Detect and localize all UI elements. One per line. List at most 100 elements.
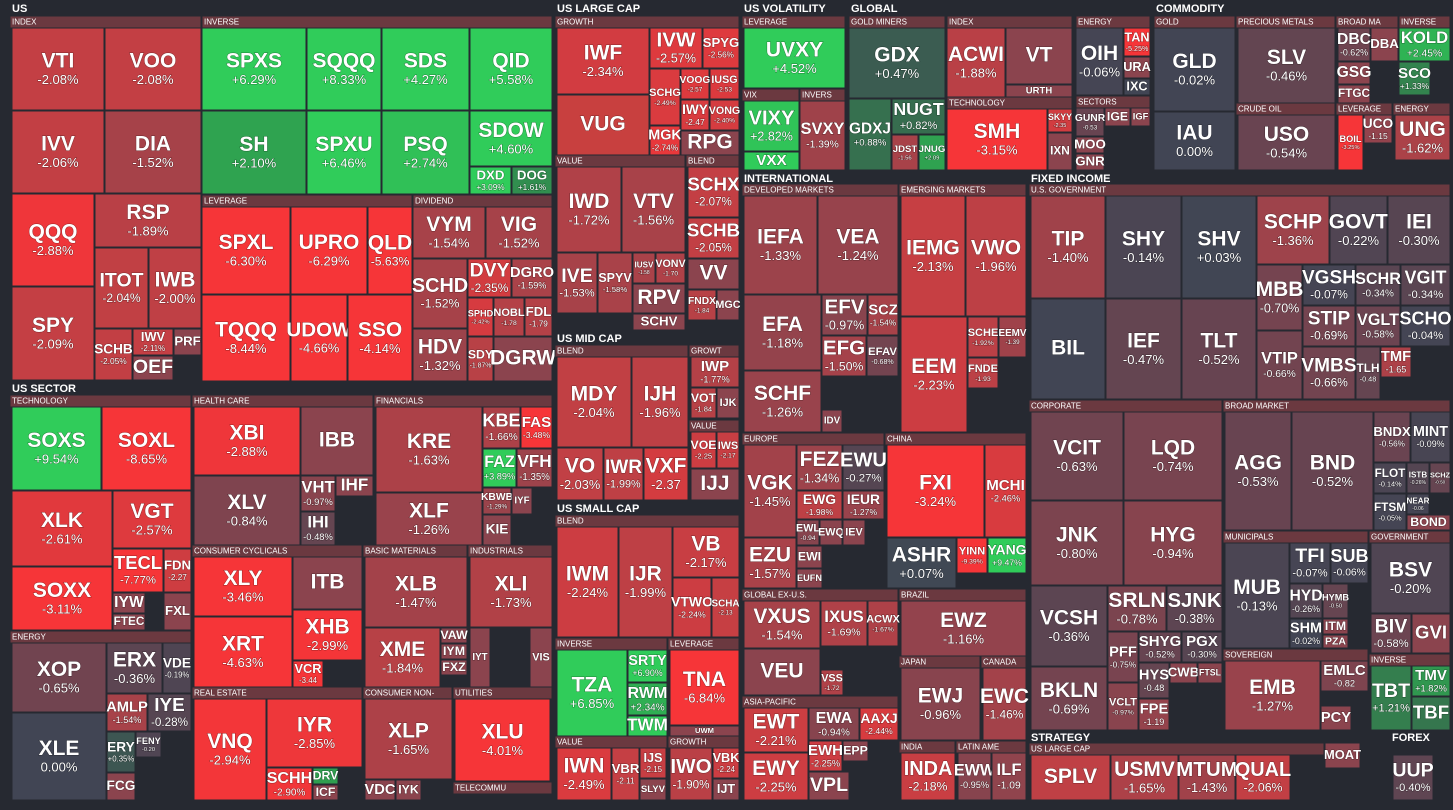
tile: XLP-1.65% <box>364 698 453 780</box>
change-label: -1.34% <box>800 471 840 485</box>
tile: VTIP-0.66% <box>1256 330 1303 400</box>
tile: SCHH-2.90% <box>266 767 313 801</box>
ticker-label: ITB <box>311 571 345 594</box>
ticker-label: IEF <box>1127 329 1160 352</box>
group-header: CRUDE OIL <box>1238 105 1282 114</box>
ticker-label: XLI <box>495 572 528 595</box>
change-label: -0.48 <box>1144 683 1165 693</box>
change-label: -1.56 <box>898 155 912 161</box>
tile-box <box>711 577 740 638</box>
tile: FAS-3.48% <box>520 406 553 449</box>
tile: ERX-0.36% <box>106 642 163 694</box>
group-header: LEVERAGE <box>670 640 713 649</box>
group-header-bar <box>898 588 1027 602</box>
change-label: +4.60% <box>489 141 534 156</box>
tile: SCZ-1.54% <box>867 294 899 336</box>
tile-box <box>556 447 604 501</box>
change-label: -8.65% <box>126 451 168 466</box>
tile: VSS-1.72 <box>820 669 844 696</box>
tile-box <box>743 752 809 801</box>
ticker-label: SHYG <box>1139 633 1182 650</box>
group-header: CONSUMER CYCLICALS <box>194 547 287 556</box>
ticker-label: STIP <box>1308 309 1351 330</box>
tile-box <box>1005 27 1073 85</box>
tile-box <box>712 778 740 801</box>
tile-box <box>1355 346 1381 400</box>
change-label: -0.26% <box>1292 604 1320 614</box>
tile: SOXX-3.11% <box>11 566 113 631</box>
group-header: FINANCIALS <box>376 397 423 406</box>
change-label: -2.46% <box>991 494 1020 504</box>
change-label: -1.65% <box>388 742 430 757</box>
tile: IEF-0.47% <box>1105 298 1182 400</box>
group-header: GLOBAL EX-U.S. <box>744 591 807 600</box>
tile-box <box>364 779 396 801</box>
tile-box <box>690 468 740 501</box>
tile-box <box>820 669 844 696</box>
tile-box <box>1355 264 1401 306</box>
group-header-bar <box>9 394 192 408</box>
tile: IYW <box>112 592 146 614</box>
tile-box <box>1105 298 1182 400</box>
tile-box <box>106 772 136 801</box>
tile: IJK <box>716 387 740 419</box>
tile: AAXJ-2.44% <box>859 707 899 741</box>
tile-box <box>1138 662 1170 699</box>
tile: VFH-1.35% <box>516 448 553 488</box>
tile-box <box>1320 705 1352 731</box>
ticker-label: XLE <box>39 737 80 760</box>
change-label: -3.46% <box>222 589 264 604</box>
ticker-label: SRLN <box>1108 589 1165 612</box>
tile: SHYG-0.52% <box>1138 631 1182 663</box>
change-label: -0.52% <box>1312 474 1354 489</box>
tile: SSO-4.14% <box>347 294 413 382</box>
ticker-label: VIG <box>501 213 537 236</box>
change-label: -6.29% <box>308 253 350 268</box>
change-label: -0.36% <box>114 671 156 686</box>
tile: KBWB-1.29% <box>480 487 514 515</box>
tile-box <box>112 548 164 593</box>
change-label: -0.52% <box>1145 650 1174 660</box>
tile: RSP-1.89% <box>94 193 202 248</box>
change-label: -2.13% <box>912 259 954 274</box>
ticker-label: ERX <box>113 648 156 671</box>
change-label: -3.24% <box>915 494 957 509</box>
tile: EFV-0.97% <box>821 294 868 336</box>
group-header: CANADA <box>983 658 1017 667</box>
tile-box <box>381 27 470 111</box>
ticker-label: UVXY <box>766 38 823 61</box>
tile: XLV-0.84% <box>193 475 301 546</box>
change-label: -3.44 <box>299 676 318 685</box>
ticker-label: SHY <box>1122 227 1165 250</box>
tile: ACWX-1.67% <box>866 600 901 647</box>
change-label: -2.57% <box>656 52 696 66</box>
tile: IUSV-1.58 <box>632 252 656 284</box>
tile: OIH-0.06% <box>1075 27 1124 96</box>
change-label: -0.94 <box>800 535 816 542</box>
ticker-label: ICF <box>316 785 336 799</box>
change-label: -2.09% <box>32 336 74 351</box>
change-label: -2.53 <box>717 87 732 94</box>
tile: NOBL-1.78 <box>493 297 525 337</box>
change-label: -8.44% <box>225 341 267 356</box>
tile-box <box>1373 462 1407 494</box>
tile: IWY-2.47 <box>680 99 710 131</box>
change-label: -1.39% <box>806 139 839 150</box>
ticker-label: BKLN <box>1040 679 1098 702</box>
ticker-label: VBK <box>713 751 741 765</box>
change-label: -1.57% <box>749 566 791 581</box>
change-label: -1.96% <box>639 405 681 420</box>
ticker-label: VCSH <box>1040 606 1098 629</box>
tile-box <box>627 682 668 716</box>
tile: KRE-1.63% <box>375 406 483 493</box>
tile-box <box>796 519 820 546</box>
tile-box <box>163 548 192 593</box>
change-label: -1.18% <box>762 335 804 350</box>
group-header: ASIA-PACIFIC <box>744 698 796 707</box>
tile: VUG <box>556 94 650 156</box>
ticker-label: GDXJ <box>849 120 891 137</box>
ticker-label: IYW <box>114 594 144 611</box>
tile-box <box>520 406 553 449</box>
tile-box <box>1153 27 1236 112</box>
tile-box <box>1123 411 1223 501</box>
